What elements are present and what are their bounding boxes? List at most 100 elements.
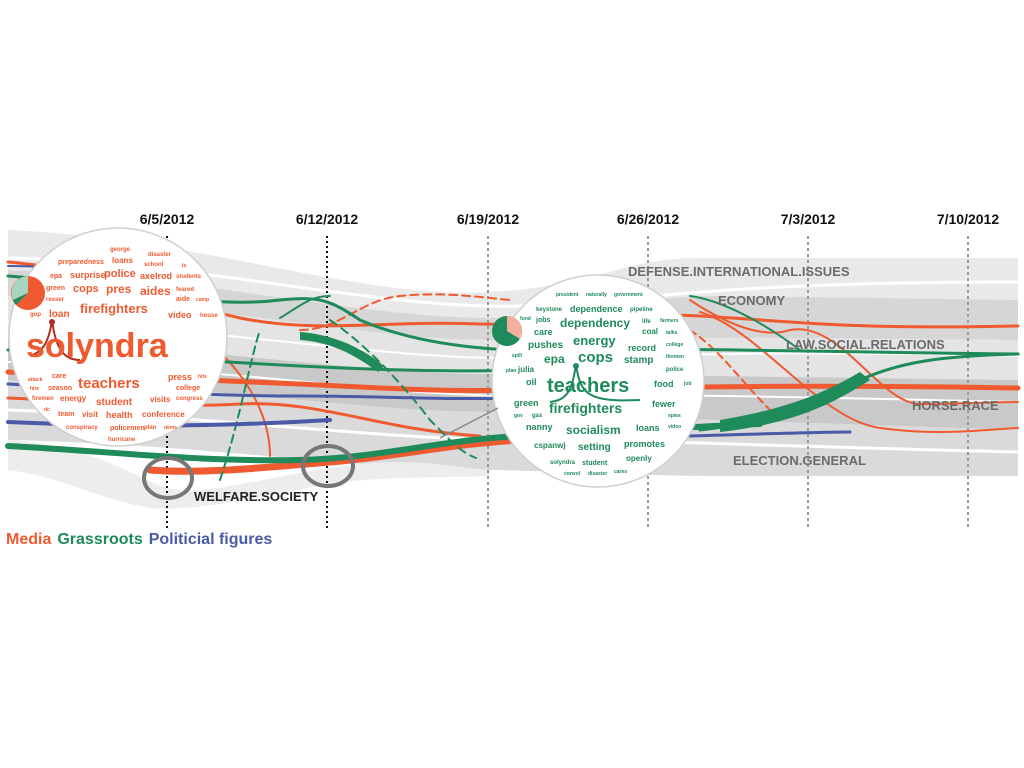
cloud-word: health	[106, 410, 133, 420]
cloud-word: teachers	[547, 375, 629, 397]
date-label: 6/5/2012	[140, 211, 195, 227]
cloud-word: congress	[176, 396, 203, 402]
cloud-word: talks	[666, 330, 678, 336]
cloud-word: school	[144, 262, 164, 268]
topic-label-welfare: WELFARE.SOCIETY	[194, 489, 319, 504]
band-welfare	[8, 440, 490, 509]
cloud-word: season	[48, 385, 72, 392]
political-strand	[688, 430, 852, 438]
cloud-word: police	[104, 268, 136, 280]
media-strand	[146, 436, 524, 475]
cloud-word: promotes	[624, 439, 665, 449]
media-strand	[299, 293, 511, 331]
cloud-word: firefighters	[549, 400, 622, 416]
cloud-word: openly	[626, 454, 652, 463]
cloud-word: fewer	[652, 399, 676, 409]
cloud-word: socialism	[566, 423, 621, 437]
media-strand	[219, 351, 271, 457]
cloud-word: conference	[142, 410, 185, 419]
cloud-word: plan	[144, 425, 157, 431]
cloud-word: care	[534, 327, 553, 337]
cloud-word: green	[514, 398, 539, 408]
cloud-word: dependence	[570, 304, 623, 314]
highlight-ellipse	[301, 444, 355, 488]
media-strand	[689, 299, 1019, 406]
date-label: 6/26/2012	[617, 211, 679, 227]
cloud-word: pipeline	[630, 307, 653, 313]
cloud-word: policemen	[110, 425, 145, 432]
cloud-word: fund	[520, 316, 531, 322]
highlight-ellipse	[142, 456, 194, 500]
cloud-word: hurricane	[108, 437, 136, 443]
cloud-word: dc	[44, 407, 50, 413]
cloud-word: preparedness	[58, 259, 104, 266]
cloud-word: loan	[49, 309, 70, 320]
cloud-word: spies	[668, 413, 681, 419]
cloud-word: press	[168, 372, 192, 382]
cloud-word: record	[628, 343, 656, 353]
date-label: 7/10/2012	[937, 211, 999, 227]
cloud-word: energy	[573, 333, 616, 348]
cloud-word: dependency	[560, 316, 630, 330]
cloud-word: president	[556, 292, 579, 298]
cloud-word: resser	[46, 297, 65, 303]
cloud-word: energy	[60, 394, 87, 403]
cloud-word: keystone	[536, 307, 563, 313]
grassroots-strand	[279, 295, 331, 319]
cloud-word: team	[58, 411, 74, 418]
grassroots-strand	[219, 329, 261, 481]
cloud-word: epa	[50, 273, 62, 280]
cloud-word: oil	[526, 377, 537, 387]
cloud-word: police	[666, 367, 684, 373]
cloud-word: gop	[30, 312, 41, 318]
topic-label-law: LAW.SOCIAL.RELATIONS	[786, 337, 945, 352]
legend-item-political: Politicial figures	[148, 531, 273, 548]
cloud-word: farmers	[660, 318, 679, 324]
cloud-word: job	[683, 381, 692, 387]
date-label: 6/19/2012	[457, 211, 519, 227]
cloud-word: solyndra	[26, 327, 169, 365]
cloud-word: dems	[164, 425, 177, 431]
cloud-word: loans	[636, 423, 660, 433]
cloud-word: visits	[150, 395, 171, 404]
media-strand	[699, 311, 1019, 434]
cloud-word: spill	[512, 353, 523, 359]
cloud-word: george	[110, 247, 131, 253]
cloud-word: cops	[578, 349, 613, 366]
date-label: 7/3/2012	[781, 211, 836, 227]
cloud-word: camp	[196, 297, 209, 303]
media-strand	[689, 329, 771, 411]
cloud-word: jobs	[535, 317, 550, 324]
cloud-word: care	[52, 373, 67, 380]
legend-item-media: Media	[6, 531, 52, 548]
cloud-word: government	[614, 292, 643, 298]
cloud-word: firemen	[666, 354, 684, 360]
word-cloud-media: george disaster preparedness loans schoo…	[8, 227, 228, 447]
band-law	[8, 296, 1018, 380]
cloud-word: nanny	[526, 422, 553, 432]
cloud-word: surprise	[70, 270, 106, 280]
cloud-word: college	[666, 342, 683, 348]
cloud-word: disaster	[148, 252, 172, 258]
cloud-word: life	[642, 319, 651, 325]
band-economy	[8, 270, 1018, 340]
cloud-word: gov	[514, 413, 523, 419]
cloud-word: coal	[642, 327, 658, 336]
cloud-word: visit	[82, 410, 98, 419]
cloud-word: setting	[578, 442, 611, 453]
cloud-word: cares	[614, 469, 627, 475]
band-defense	[8, 230, 1018, 318]
cloud-word: stamp	[624, 355, 653, 366]
cloud-word: video	[668, 424, 681, 430]
cloud-connector	[439, 407, 499, 439]
media-pie-icon	[11, 276, 45, 310]
legend: Media Grassroots Politicial figures	[6, 531, 278, 549]
cloud-word: naturally	[586, 292, 607, 298]
cloud-word: pres	[106, 282, 132, 296]
cloud-word: plan	[506, 368, 516, 374]
cloud-word: teachers	[78, 375, 140, 392]
topic-label-economy: ECONOMY	[718, 293, 786, 308]
cloud-word: student	[582, 460, 608, 467]
cloud-word: pushes	[528, 340, 563, 351]
